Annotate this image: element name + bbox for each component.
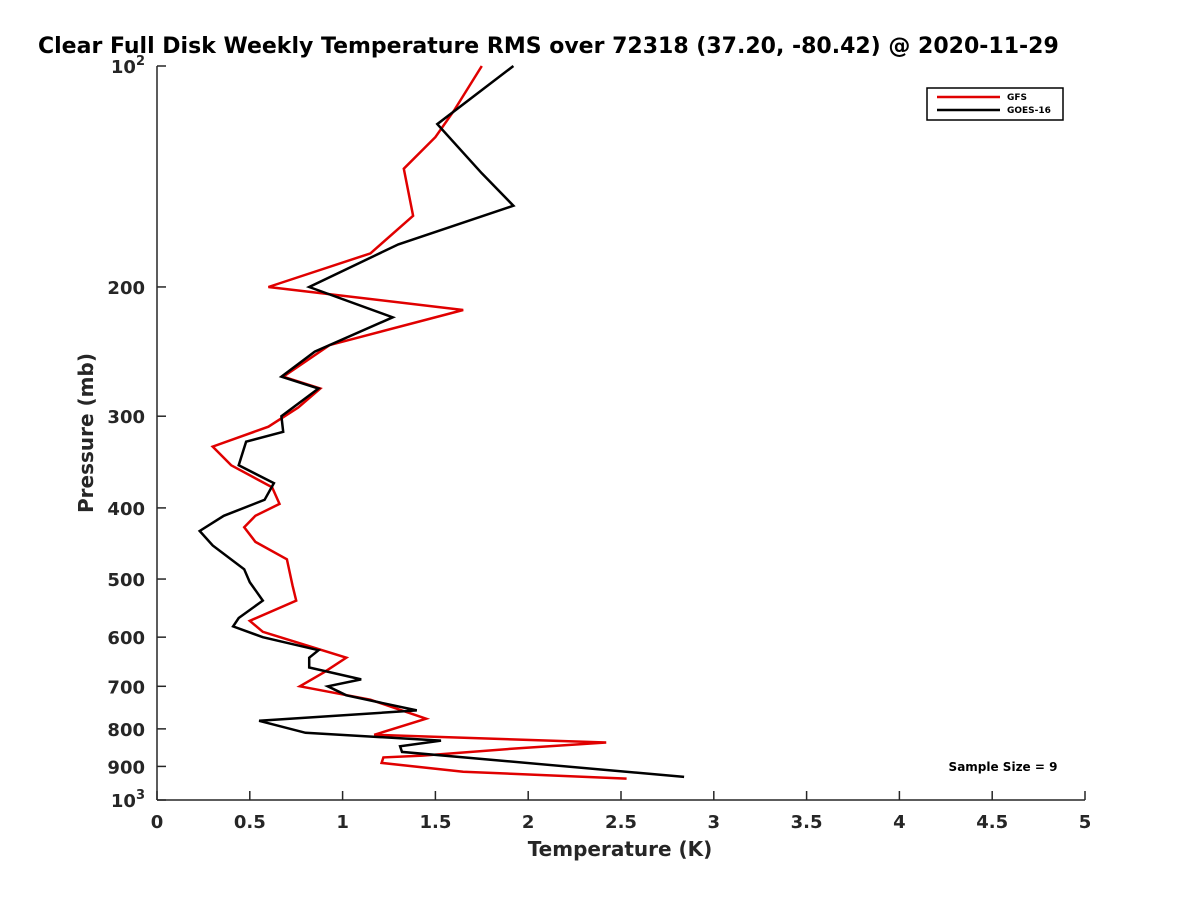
y-axis-label: Pressure (mb): [74, 353, 98, 513]
x-tick-label: 0: [151, 812, 164, 833]
y-tick-label: 300: [107, 407, 145, 428]
x-tick-label: 3: [708, 812, 721, 833]
legend-entry-gfs: GFS: [1007, 93, 1027, 103]
tick-layer: 0 0.5 1 1.5 2 2.5 3 3.5 4 4.5 5 102 200 300 400 500 600 7…: [107, 54, 1091, 833]
x-tick-label: 5: [1079, 812, 1092, 833]
sample-size-annotation: Sample Size = 9: [949, 760, 1058, 774]
y-tick-label: 800: [107, 720, 145, 741]
y-tick-label: 600: [107, 628, 145, 649]
y-tick-label: 700: [107, 677, 145, 698]
plot-axes: [156, 66, 1085, 801]
legend-entry-goes16: GOES-16: [1007, 106, 1051, 116]
y-tick-label: 900: [107, 757, 145, 778]
x-tick-label: 4.5: [976, 812, 1008, 833]
chart-title: Clear Full Disk Weekly Temperature RMS o…: [38, 34, 1059, 59]
y-tick-label: 400: [107, 499, 145, 520]
y-tick-label: 103: [111, 788, 145, 812]
x-tick-label: 1: [336, 812, 349, 833]
x-tick-label: 4: [893, 812, 906, 833]
legend-box: [926, 87, 1064, 121]
y-tick-label: 200: [107, 278, 145, 299]
y-tick-label: 500: [107, 570, 145, 591]
x-tick-label: 2.5: [605, 812, 637, 833]
legend: GFS GOES-16: [926, 87, 1064, 121]
x-tick-label: 1.5: [419, 812, 451, 833]
series-line-goes16: [197, 65, 685, 779]
x-tick-label: 0.5: [234, 812, 266, 833]
series-line-gfs: [210, 65, 627, 780]
x-tick-label: 2: [522, 812, 535, 833]
series-layer: [197, 65, 685, 780]
y-tick-label: 102: [111, 54, 145, 78]
x-axis-label: Temperature (K): [528, 837, 713, 861]
x-tick-label: 3.5: [791, 812, 823, 833]
